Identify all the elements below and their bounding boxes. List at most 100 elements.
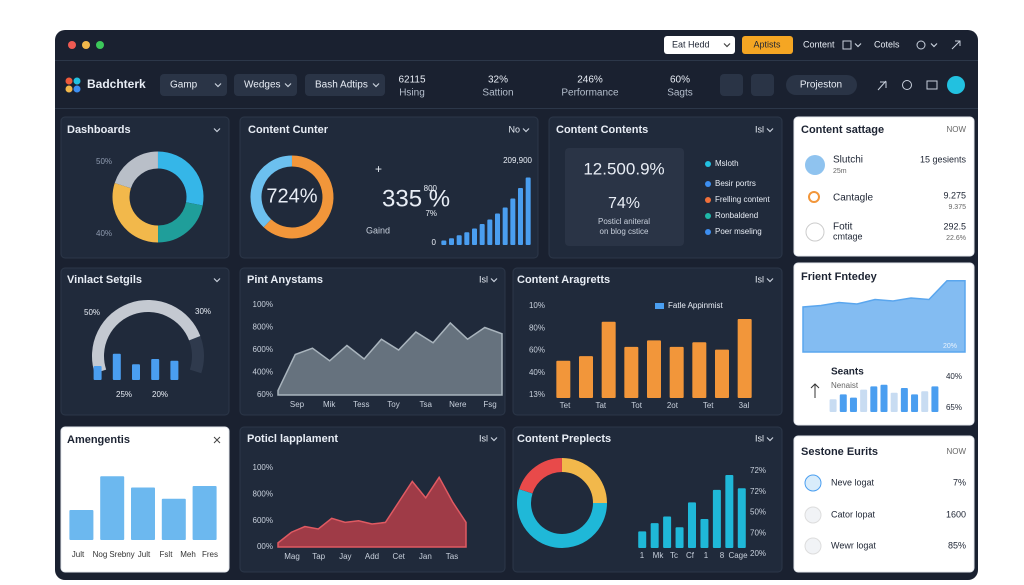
- bar: [170, 360, 179, 380]
- x-tick-label: 1: [640, 551, 645, 560]
- row-value: 292.5: [943, 221, 966, 231]
- bar: [931, 386, 939, 412]
- legend-text: Ronbaldend: [715, 211, 758, 220]
- dropdown-caret[interactable]: [723, 43, 731, 48]
- ring-segment: [114, 151, 159, 189]
- dropdown[interactable]: Isl: [755, 274, 764, 284]
- bar: [456, 235, 462, 245]
- axis-label: 209,900: [503, 156, 532, 165]
- dropdown-caret[interactable]: [214, 83, 222, 88]
- pill-button[interactable]: [786, 75, 857, 95]
- y-tick-label: 10%: [529, 301, 545, 310]
- dropdown-caret[interactable]: [213, 128, 221, 133]
- x-tick-label: Meh: [180, 550, 196, 559]
- search-box[interactable]: [664, 36, 735, 54]
- close-dot[interactable]: [68, 41, 76, 49]
- y-tick-label: 800%: [253, 323, 273, 332]
- legend-dot: [705, 197, 711, 203]
- dropdown[interactable]: Isl: [755, 433, 764, 443]
- plus: +: [375, 162, 382, 176]
- dropdown-caret[interactable]: [930, 43, 938, 48]
- bar: [890, 392, 898, 412]
- bar: [624, 346, 639, 398]
- x-tick-label: Tess: [353, 400, 369, 409]
- menu-button[interactable]: [234, 74, 297, 96]
- x-tick-label: Nog: [93, 550, 108, 559]
- x-tick-label: Sep: [290, 400, 305, 409]
- dropdown-caret[interactable]: [490, 437, 498, 442]
- dropdown-caret[interactable]: [766, 278, 774, 283]
- x-tick-label: Tet: [703, 401, 714, 410]
- dropdown-caret[interactable]: [490, 278, 498, 283]
- x-tick-label: 1: [704, 551, 709, 560]
- axis-label: 0: [432, 238, 437, 247]
- x-tick-label: 3al: [739, 401, 750, 410]
- bar: [900, 388, 908, 412]
- x-tick-label: Fsg: [483, 400, 496, 409]
- gauge-label: 30%: [195, 307, 211, 316]
- dropdown-caret[interactable]: [854, 43, 862, 48]
- minimize-dot[interactable]: [82, 41, 90, 49]
- close-icon[interactable]: [213, 436, 221, 444]
- y-tick-label: 60%: [257, 390, 273, 399]
- ring-segment: [517, 489, 607, 548]
- icon[interactable]: [951, 40, 961, 50]
- icon[interactable]: [926, 80, 938, 90]
- bar: [737, 318, 752, 398]
- x-tick-label: Mk: [653, 551, 665, 560]
- gauge-label: 20%: [152, 390, 168, 399]
- dropdown-caret[interactable]: [522, 128, 530, 133]
- panel: [60, 267, 230, 416]
- dropdown[interactable]: Isl: [479, 274, 488, 284]
- dropdown-caret[interactable]: [372, 83, 380, 88]
- caption: Gaind: [366, 225, 390, 235]
- dropdown-caret[interactable]: [766, 128, 774, 133]
- button-text: Projeston: [800, 80, 842, 91]
- row-sub: 22.6%: [946, 235, 966, 242]
- menu-text[interactable]: Cotels: [874, 39, 900, 49]
- logo: [65, 85, 73, 93]
- icon-button[interactable]: [720, 74, 743, 96]
- icon[interactable]: [877, 80, 887, 91]
- dropdown-caret[interactable]: [284, 83, 292, 88]
- row-value: 15 gesients: [920, 154, 967, 164]
- maximize-dot[interactable]: [96, 41, 104, 49]
- stat-label: Performance: [561, 88, 619, 99]
- menu-text[interactable]: Content: [803, 39, 835, 49]
- menu-button[interactable]: [305, 74, 385, 96]
- area: [802, 280, 966, 353]
- menu-button[interactable]: [160, 74, 227, 96]
- panel: [239, 426, 506, 573]
- dropdown-caret[interactable]: [766, 437, 774, 442]
- headline: 12.500.9%: [583, 159, 664, 178]
- icon[interactable]: [902, 80, 912, 90]
- x-tick-label: Cet: [392, 552, 405, 561]
- inner-card: [565, 148, 684, 246]
- dropdown[interactable]: Isl: [479, 433, 488, 443]
- icon[interactable]: [916, 40, 926, 50]
- icon-button[interactable]: [751, 74, 774, 96]
- ring-label: 724%: [266, 185, 317, 207]
- value-text: 40%: [946, 372, 962, 381]
- primary-button[interactable]: [742, 36, 793, 54]
- menu-text: Bash Adtips: [315, 80, 368, 91]
- bar: [510, 198, 516, 245]
- ring-segment: [157, 201, 203, 243]
- panel-title: Sestone Eurits: [801, 446, 878, 458]
- ring-segment: [561, 458, 607, 504]
- panel-title: Content Contents: [556, 124, 648, 136]
- stat-value: 246%: [577, 75, 603, 86]
- dropdown[interactable]: Isl: [755, 124, 764, 134]
- bar: [911, 394, 919, 412]
- legend-dot: [705, 181, 711, 187]
- x-tick-label: Srebny: [109, 550, 134, 559]
- bar: [93, 366, 102, 380]
- area: [277, 475, 467, 548]
- axis-label: 800: [424, 184, 438, 193]
- badge: NOW: [946, 447, 966, 456]
- x-tick-label: Cf: [686, 551, 695, 560]
- add-button[interactable]: [947, 76, 965, 94]
- dropdown-caret[interactable]: [213, 278, 221, 283]
- dropdown[interactable]: No: [508, 124, 520, 134]
- row-name: Fotit: [833, 222, 853, 233]
